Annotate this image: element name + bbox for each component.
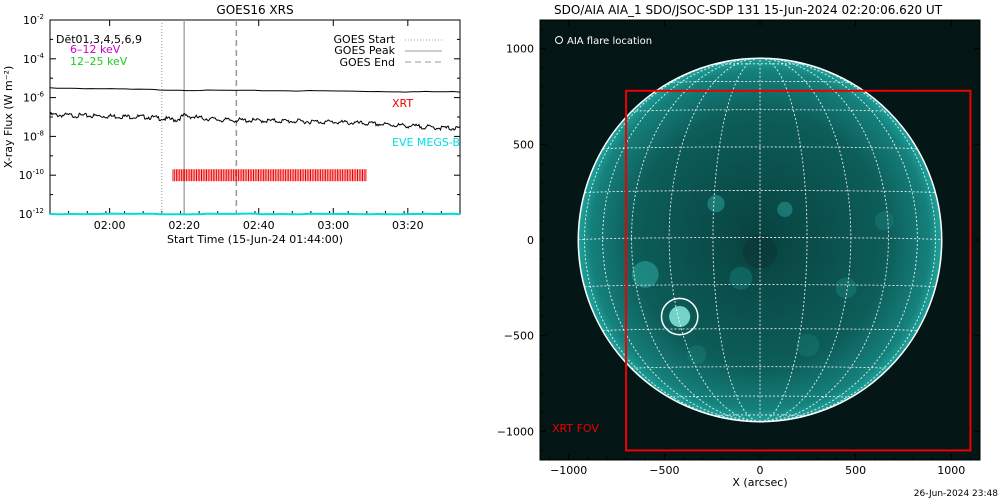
goes-y-tick-label: 10-10 (19, 168, 44, 182)
coronal-feature (742, 234, 778, 269)
goes-y-tick-label: 10-2 (23, 13, 44, 27)
latitude-line (602, 146, 918, 150)
aia-image-area: XRT FOV AIA flare location (540, 20, 980, 460)
aia-y-tick-label: 1000 (506, 43, 534, 56)
detector-label-6-12kev: 6–12 keV (70, 43, 121, 56)
coronal-feature (707, 195, 725, 213)
coronal-feature (729, 266, 753, 290)
goes-x-tick-label: 02:20 (168, 219, 200, 232)
longitude-line (759, 58, 889, 422)
footer-timestamp: 26-Jun-2024 23:48 (914, 489, 998, 499)
aia-x-axis: −1000 −500 0 500 1000 (549, 20, 971, 477)
legend-goes-end-label: GOES End (339, 56, 395, 69)
xrt-fov-label: XRT FOV (552, 422, 599, 435)
coronal-feature (669, 306, 691, 328)
aia-y-axis: 1000 500 0 −500 −1000 (497, 29, 980, 451)
goes-x-tick-label: 02:00 (94, 219, 126, 232)
xrt-label: XRT (392, 97, 413, 110)
latitude-line (584, 190, 936, 194)
eve-megs-label: EVE MEGS-B (392, 136, 460, 149)
longitude-line (668, 58, 761, 422)
goes-xrs-panel: GOES16 XRS 10-2 10-4 10-6 10-8 10-10 10-12 02… (2, 3, 461, 246)
goes-y-tick-label: 10-8 (23, 129, 44, 143)
xrt-observation-ticks (172, 169, 367, 182)
goes-plot-frame (49, 19, 461, 215)
goes-y-tick-label: 10-4 (23, 52, 45, 66)
coronal-feature (777, 201, 793, 218)
aia-y-tick-label: 0 (527, 234, 534, 247)
solar-features (631, 195, 894, 365)
aia-y-tick-label: 500 (513, 138, 534, 151)
goes-y-axis-label: X-ray Flux (W m⁻²) (2, 66, 15, 168)
longitude-line (759, 58, 852, 422)
longitude-line (759, 58, 808, 422)
solar-limb (577, 57, 943, 423)
aia-image-title: SDO/AIA AIA_1 SDO/JSOC-SDP 131 15-Jun-20… (554, 3, 943, 17)
latitude-line (578, 237, 942, 241)
aia-x-tick-label: −500 (649, 464, 679, 477)
aia-x-tick-label: 1000 (937, 464, 965, 477)
latitude-line (668, 395, 852, 398)
detector-label-dets: Dēt01,3,4,5,6,9 (56, 33, 142, 46)
flare-location-circle (660, 297, 699, 336)
aia-image-panel: SDO/AIA AIA_1 SDO/JSOC-SDP 131 15-Jun-20… (497, 3, 981, 489)
detector-labels: Dēt01,3,4,5,6,9 6–12 keV 12–25 keV (56, 33, 142, 68)
goes-x-tick-label: 02:40 (243, 219, 275, 232)
coronal-feature (631, 261, 659, 288)
goes-event-lines (161, 20, 238, 214)
xrt-fov-box (625, 89, 972, 452)
coronal-feature (796, 333, 820, 357)
legend-goes-peak-label: GOES Peak (334, 44, 395, 57)
latitude-line (669, 80, 851, 84)
detector-label-12-25kev: 12–25 keV (70, 55, 128, 68)
goes-y-tick-label: 10-6 (23, 91, 45, 105)
goes-series-line (49, 212, 461, 216)
goes-y-axis: 10-2 10-4 10-6 10-8 10-10 10-12 (19, 13, 460, 221)
goes-series-line (49, 87, 461, 93)
coronal-feature (874, 211, 894, 231)
aia-x-tick-label: 500 (845, 464, 866, 477)
goes-chart-title: GOES16 XRS (216, 3, 293, 17)
latitude-line (602, 328, 918, 332)
goes-series-group (49, 87, 461, 216)
goes-legend: GOES Start GOES Peak GOES End (334, 33, 442, 69)
legend-goes-start-label: GOES Start (334, 33, 396, 46)
flare-legend-marker (555, 36, 563, 44)
longitude-line (631, 58, 761, 422)
aia-x-tick-label: −1000 (550, 464, 587, 477)
coronal-feature (835, 277, 857, 299)
goes-x-tick-label: 03:20 (392, 219, 424, 232)
latitude-line (631, 366, 889, 369)
latitude-line (631, 109, 889, 112)
longitude-line (712, 58, 761, 422)
goes-series-line (49, 111, 461, 132)
goes-x-axis: 02:00 02:20 02:40 03:00 03:20 (49, 20, 461, 232)
goes-x-tick-label: 03:00 (317, 219, 349, 232)
aia-y-tick-label: −500 (504, 330, 534, 343)
goes-x-axis-label: Start Time (15-Jun-24 01:44:00) (167, 233, 343, 246)
aia-x-tick-label: 0 (757, 464, 764, 477)
flare-legend-label: AIA flare location (567, 36, 652, 47)
aia-y-tick-label: −1000 (497, 425, 534, 438)
aia-x-axis-label: X (arcsec) (732, 476, 787, 489)
goes-y-tick-label: 10-12 (19, 207, 44, 221)
